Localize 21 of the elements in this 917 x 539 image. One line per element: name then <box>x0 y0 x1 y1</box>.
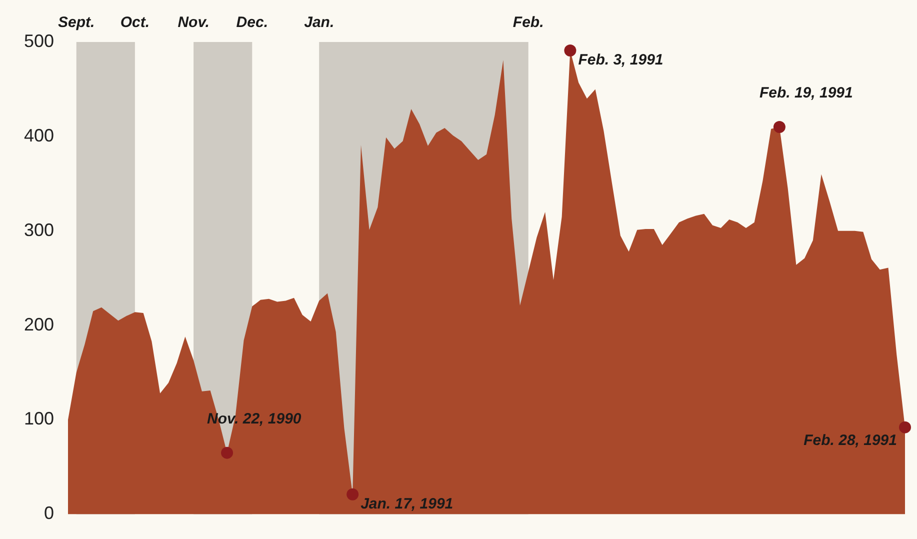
x-tick-label: Jan. <box>304 14 334 32</box>
point <box>346 488 359 500</box>
data-label: Jan. 17, 1991 <box>360 496 454 513</box>
data-label: Feb. 3, 1991 <box>578 52 664 69</box>
point <box>221 446 234 459</box>
point <box>899 421 911 434</box>
point <box>773 120 786 133</box>
point <box>564 44 576 56</box>
y-tick-label: 200 <box>24 314 54 334</box>
y-tick-label: 100 <box>24 408 54 429</box>
x-tick-label: Nov. <box>178 14 210 32</box>
x-tick-label: Feb. <box>512 14 544 32</box>
y-tick-label: 400 <box>24 125 54 146</box>
data-label: Feb. 28, 1991 <box>804 432 897 449</box>
x-tick-label: Dec. <box>236 14 268 32</box>
x-tick-label: Oct. <box>120 14 150 32</box>
x-tick-label: Sept. <box>58 14 95 32</box>
y-tick-label: 500 <box>24 30 54 51</box>
y-tick-label: 300 <box>24 220 54 240</box>
data-label: Feb. 19, 1991 <box>759 84 853 102</box>
y-tick-label: 0 <box>44 503 54 524</box>
